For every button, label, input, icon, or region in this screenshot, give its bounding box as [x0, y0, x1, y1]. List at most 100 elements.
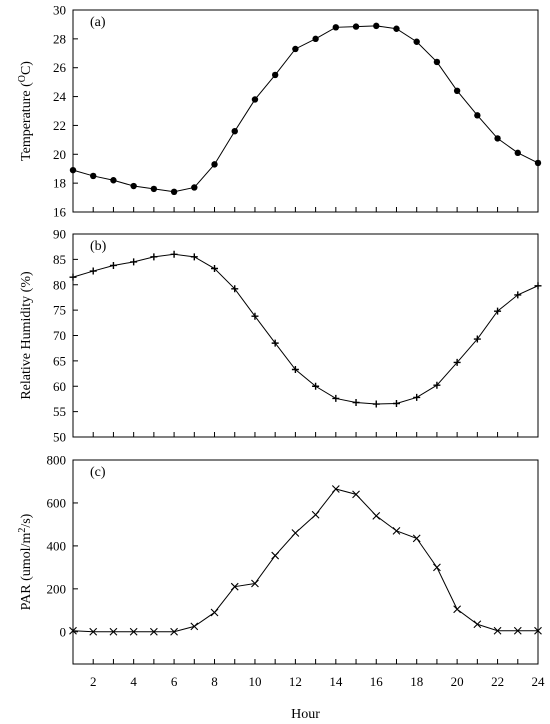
- y-axis-title-superscript: 2: [17, 528, 28, 533]
- y-axis-title-main: PAR (umol/m: [19, 533, 34, 611]
- data-point: [473, 335, 481, 343]
- x-tick-label: 6: [171, 674, 178, 689]
- y-axis-title: PAR (umol/m2/s): [17, 513, 34, 610]
- data-point: [230, 582, 239, 591]
- data-point: [251, 312, 259, 320]
- y-axis-title: Temperature (OC): [17, 61, 34, 161]
- data-point: [433, 563, 441, 572]
- data-point: [494, 135, 501, 142]
- data-point: [413, 38, 420, 45]
- data-point: [514, 291, 522, 299]
- data-point: [513, 626, 522, 635]
- data-point: [453, 87, 461, 95]
- data-point: [433, 381, 441, 389]
- data-point: [372, 400, 380, 408]
- y-tick-label: 20: [53, 147, 66, 162]
- y-tick-label: 70: [53, 328, 66, 343]
- data-point: [453, 605, 462, 614]
- data-point: [89, 267, 97, 275]
- data-point: [69, 166, 77, 174]
- y-tick-label: 65: [53, 353, 66, 368]
- data-point: [352, 23, 360, 30]
- data-point: [514, 149, 521, 157]
- panel-label: (a): [90, 15, 106, 30]
- data-point: [69, 626, 77, 635]
- data-point: [352, 490, 360, 499]
- data-point: [332, 394, 340, 402]
- data-point: [352, 398, 360, 406]
- y-tick-label: 80: [53, 277, 66, 292]
- data-point: [291, 366, 299, 374]
- data-point: [412, 534, 421, 543]
- plot-frame: [72, 9, 539, 213]
- data-point: [110, 177, 117, 184]
- y-tick-label: 24: [53, 89, 67, 104]
- data-point: [210, 608, 219, 617]
- data-point: [251, 579, 259, 588]
- plot-frame: [72, 233, 539, 438]
- data-point: [150, 185, 158, 193]
- y-tick-label: 800: [47, 453, 67, 468]
- y-tick-label: 0: [60, 624, 67, 639]
- data-point: [534, 626, 542, 635]
- x-tick-label: 14: [329, 674, 343, 689]
- y-tick-label: 16: [53, 205, 67, 220]
- y-tick-label: 28: [53, 31, 66, 46]
- data-point: [392, 526, 401, 535]
- data-point: [474, 112, 481, 119]
- panel-1: 16 18 20 22 24 26 28 30 Temperature (OC) (a): [17, 3, 542, 220]
- data-point: [372, 511, 381, 520]
- data-point: [271, 71, 279, 79]
- data-point: [129, 627, 138, 636]
- data-point: [89, 627, 98, 636]
- data-point: [453, 358, 461, 366]
- y-tick-label: 600: [47, 495, 67, 510]
- data-point: [190, 253, 198, 261]
- data-point: [251, 96, 259, 103]
- x-tick-label: 18: [410, 674, 423, 689]
- y-tick-label: 26: [53, 60, 67, 75]
- data-point: [149, 627, 158, 636]
- data-point: [69, 273, 77, 281]
- data-point: [90, 172, 97, 180]
- data-point: [231, 285, 239, 293]
- x-tick-label: 4: [130, 674, 137, 689]
- x-tick-label: 24: [532, 674, 546, 689]
- x-tick-label: 8: [211, 674, 218, 689]
- data-point: [130, 258, 138, 266]
- data-point: [493, 626, 502, 635]
- y-tick-label: 55: [53, 404, 66, 419]
- data-point: [373, 22, 380, 30]
- data-point: [291, 529, 300, 537]
- x-tick-label: 12: [289, 674, 302, 689]
- data-point: [393, 25, 400, 32]
- data-point: [191, 184, 198, 191]
- data-point: [534, 159, 542, 167]
- data-point: [433, 58, 441, 66]
- data-point: [150, 253, 158, 261]
- data-point: [109, 627, 118, 636]
- y-axis-title-main: Temperature (: [19, 82, 34, 161]
- x-tick-label: 16: [370, 674, 384, 689]
- series-line: [72, 25, 539, 193]
- y-tick-label: 60: [53, 379, 66, 394]
- y-tick-label: 200: [47, 581, 67, 596]
- panel-label: (b): [90, 239, 107, 254]
- data-point: [190, 622, 199, 631]
- data-point: [311, 510, 320, 519]
- y-tick-label: 400: [47, 538, 67, 553]
- data-point: [271, 551, 280, 560]
- data-point: [231, 128, 238, 135]
- y-tick-label: 85: [53, 252, 66, 267]
- y-axis-title-tail: C): [19, 61, 34, 75]
- series-line: [72, 253, 539, 405]
- data-point: [130, 182, 137, 190]
- panel-label: (c): [90, 465, 106, 480]
- y-tick-label: 75: [53, 303, 66, 318]
- plot-frame: [72, 459, 539, 665]
- data-point: [292, 45, 299, 53]
- data-point: [332, 24, 340, 31]
- data-point: [109, 261, 117, 269]
